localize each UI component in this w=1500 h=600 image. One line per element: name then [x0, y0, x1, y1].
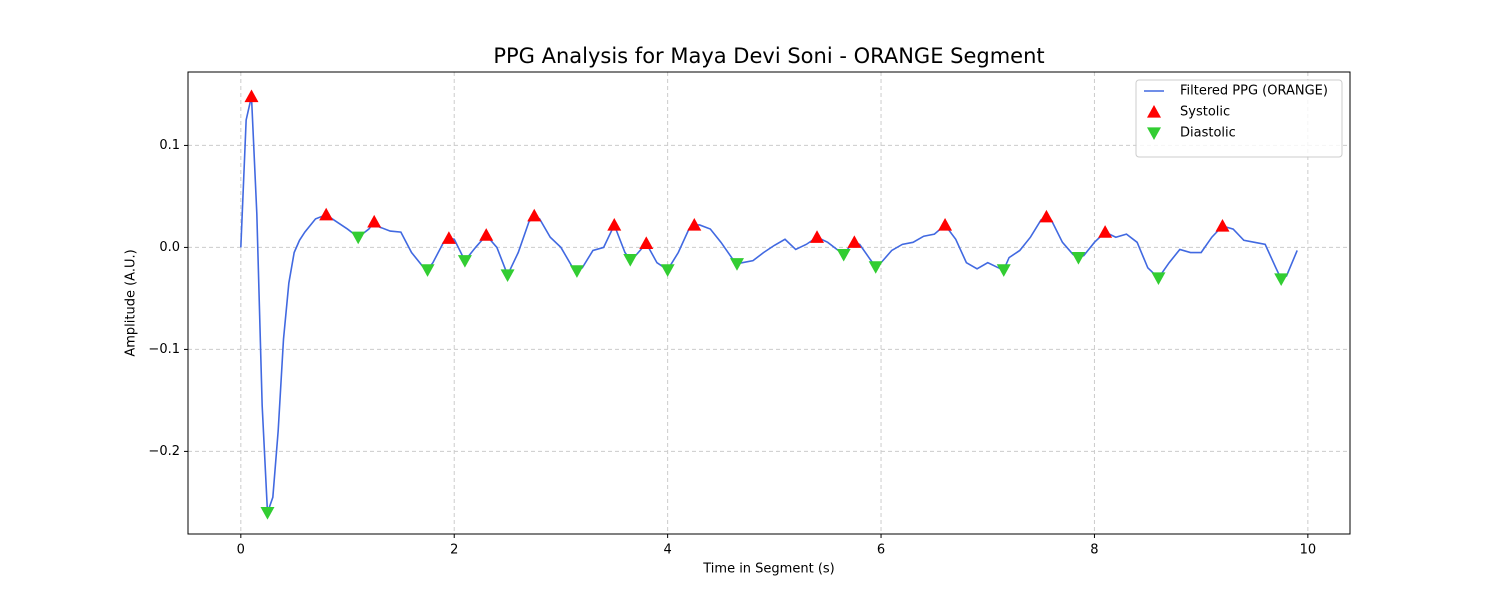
systolic-marker — [319, 207, 334, 221]
y-axis-label: Amplitude (A.U.) — [124, 249, 139, 356]
systolic-marker — [847, 235, 862, 248]
diastolic-marker — [351, 231, 366, 245]
systolic-marker — [1215, 219, 1230, 232]
legend-label: Diastolic — [1180, 126, 1236, 141]
diastolic-marker — [260, 506, 275, 520]
y-tick-label: −0.2 — [148, 444, 180, 459]
plot-frame — [187, 71, 1351, 535]
systolic-marker — [244, 89, 259, 103]
y-tick-label: −0.1 — [148, 342, 180, 357]
diastolic-marker — [457, 255, 472, 268]
x-tick-label: 10 — [1300, 543, 1317, 558]
x-tick-label: 0 — [237, 543, 245, 558]
systolic-marker — [938, 217, 953, 231]
systolic-marker — [1098, 225, 1113, 238]
systolic-marker — [639, 236, 654, 249]
diastolic-marker — [569, 265, 584, 278]
systolic-marker — [479, 228, 494, 241]
systolic-marker — [607, 217, 622, 231]
ppg-line — [240, 96, 1298, 513]
systolic-marker — [527, 208, 542, 222]
x-tick-label: 8 — [1090, 543, 1098, 558]
y-tick-label: 0.0 — [159, 240, 180, 255]
legend-swatch — [1147, 127, 1161, 140]
diastolic-marker — [1274, 273, 1289, 287]
x-tick-label: 2 — [450, 543, 458, 558]
systolic-marker — [810, 230, 825, 243]
diastolic-marker — [729, 258, 744, 271]
chart-title: PPG Analysis for Maya Devi Soni - ORANGE… — [493, 44, 1044, 68]
systolic-marker — [687, 217, 702, 231]
diastolic-marker — [500, 269, 515, 282]
legend-label: Systolic — [1180, 105, 1230, 120]
systolic-marker — [1039, 209, 1054, 223]
legend-label: Filtered PPG (ORANGE) — [1180, 84, 1328, 99]
legend-box — [1135, 79, 1343, 158]
x-axis-label: Time in Segment (s) — [702, 562, 834, 577]
diastolic-marker — [836, 248, 851, 262]
diastolic-marker — [420, 264, 435, 277]
diastolic-marker — [1071, 252, 1086, 265]
systolic-marker — [441, 231, 456, 244]
diastolic-marker — [623, 254, 638, 267]
diastolic-marker — [868, 261, 883, 274]
systolic-marker — [367, 214, 382, 228]
x-tick-label: 4 — [663, 543, 671, 558]
diastolic-marker — [996, 264, 1011, 277]
diastolic-marker — [1151, 272, 1166, 286]
y-tick-label: 0.1 — [159, 138, 180, 153]
grid: 0 2 4 6 8 10 −0.2 −0.1 0.0 0.1 — [148, 72, 1350, 558]
legend: Filtered PPG (ORANGE) Systolic Diastolic — [1135, 79, 1343, 158]
legend-swatch — [1147, 105, 1161, 118]
x-tick-label: 6 — [877, 543, 885, 558]
plot — [240, 89, 1298, 520]
diastolic-marker — [660, 264, 675, 277]
